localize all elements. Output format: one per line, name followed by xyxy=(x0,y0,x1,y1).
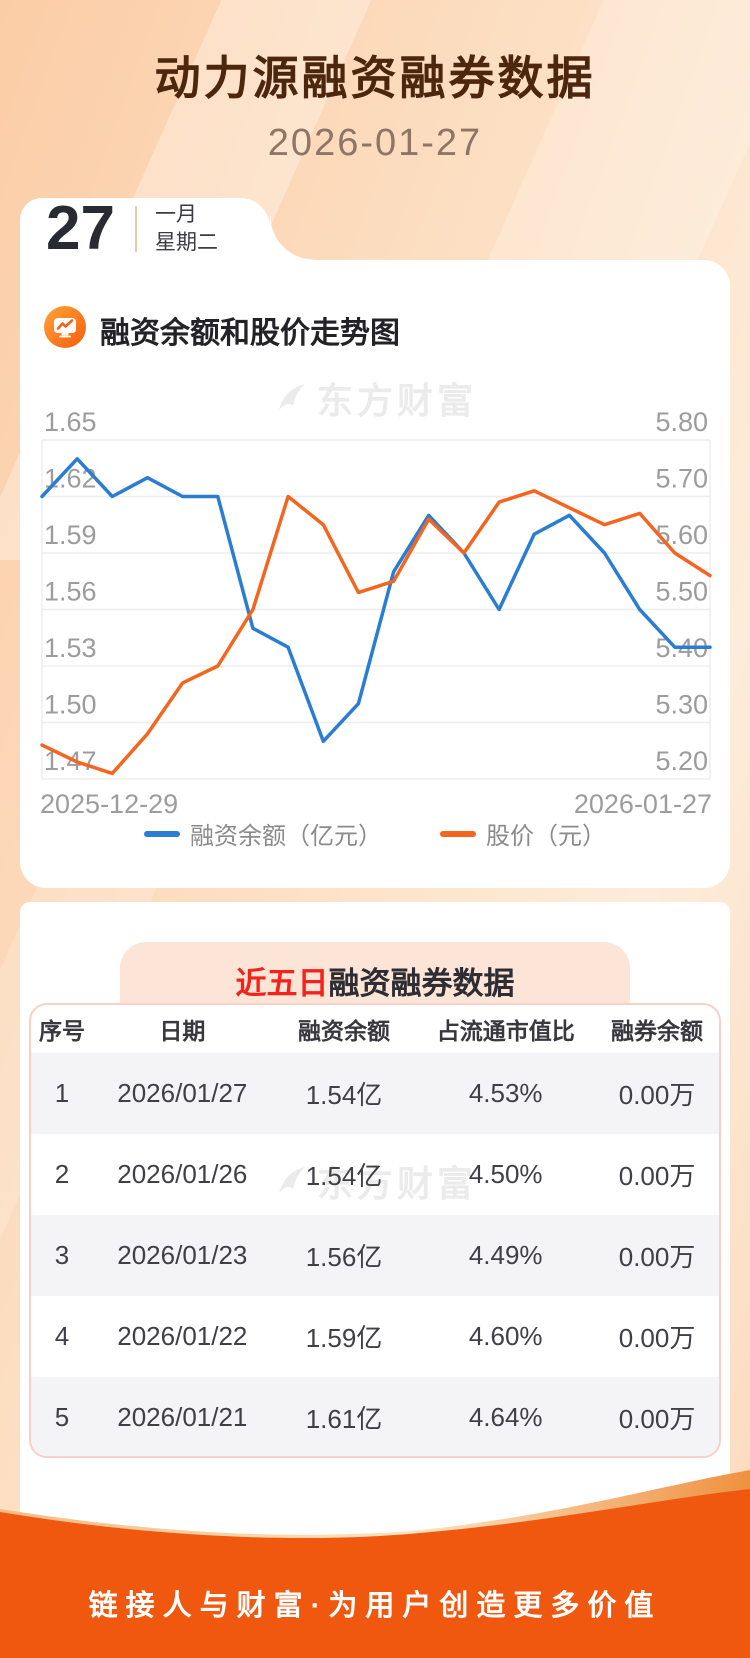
table-cell: 0.00万 xyxy=(618,1242,696,1272)
table-cell: 0.00万 xyxy=(618,1080,696,1110)
table-cell: 0.00万 xyxy=(618,1323,696,1353)
table-cell: 5 xyxy=(54,1402,70,1432)
date-divider xyxy=(134,206,137,252)
chart-title: 融资余额和股价走势图 xyxy=(100,316,400,350)
page-date: 2026-01-27 xyxy=(267,122,483,164)
table-cell: 4.60% xyxy=(468,1321,543,1351)
svg-text:5.80: 5.80 xyxy=(655,407,708,437)
svg-text:5.20: 5.20 xyxy=(655,746,708,776)
table-cell: 0.00万 xyxy=(618,1404,696,1434)
svg-text:5.30: 5.30 xyxy=(655,690,708,720)
watermark: 东方财富 xyxy=(20,372,730,424)
svg-text:5.60: 5.60 xyxy=(655,520,708,550)
series-line xyxy=(40,457,712,744)
table-cell: 2026/01/22 xyxy=(117,1321,248,1351)
legend-label: 融资余额（亿元） xyxy=(190,823,382,850)
table-header-row: 序号 日期 融资余额 占流通市值比 融券余额 xyxy=(31,1005,719,1053)
table-cell: 4.64% xyxy=(468,1402,543,1432)
date-month: 一月 xyxy=(154,203,197,226)
table-row: 4 2026/01/22 1.59亿 4.60% 0.00万 xyxy=(31,1296,719,1377)
svg-text:1.56: 1.56 xyxy=(44,577,97,607)
chart-legend: 融资余额（亿元） 股价（元） xyxy=(20,816,730,851)
table-row: 2 2026/01/26 1.54亿 4.50% 0.00万 xyxy=(31,1134,719,1215)
legend-item: 股价（元） xyxy=(440,816,606,851)
section-title-highlight: 近五日 xyxy=(235,966,329,1001)
date-weekday: 星期二 xyxy=(154,231,218,254)
date-card: 27 一月 星期二 xyxy=(20,194,314,263)
svg-text:1.53: 1.53 xyxy=(44,633,97,663)
chart-monitor-icon xyxy=(44,306,86,353)
column-header: 融资余额 xyxy=(298,1018,391,1044)
footer-wave xyxy=(0,1470,750,1658)
table-row: 1 2026/01/27 1.54亿 4.53% 0.00万 xyxy=(31,1053,719,1134)
watermark-logo-icon xyxy=(278,384,305,410)
watermark-logo-icon xyxy=(278,1167,305,1193)
table-cell: 2026/01/27 xyxy=(117,1078,248,1108)
column-header: 占流通市值比 xyxy=(436,1018,575,1044)
footer-slogan: 链接人与财富·为用户创造更多价值 xyxy=(88,1590,662,1622)
legend-swatch xyxy=(440,830,476,837)
svg-text:1.59: 1.59 xyxy=(44,520,97,550)
svg-text:2026-01-27: 2026-01-27 xyxy=(574,789,712,819)
table-cell: 3 xyxy=(54,1240,70,1270)
legend-label: 股价（元） xyxy=(486,823,606,850)
section-title: 近五日融资融券数据 xyxy=(120,958,630,1003)
svg-text:5.50: 5.50 xyxy=(655,577,708,607)
column-header: 序号 xyxy=(38,1018,85,1044)
table-cell: 1.54亿 xyxy=(305,1080,383,1110)
table-row: 3 2026/01/23 1.56亿 4.49% 0.00万 xyxy=(31,1215,719,1296)
header: 动力源融资融券数据 2026-01-27 xyxy=(0,0,750,165)
section-title-rest: 融资融券数据 xyxy=(328,966,515,1001)
table-cell: 4.53% xyxy=(468,1078,543,1108)
table-cell: 2026/01/26 xyxy=(117,1159,248,1189)
trend-chart: 1.65 5.801.62 5.701.59 5.601.56 5.501.53 5.40… xyxy=(40,407,712,819)
table-cell: 1 xyxy=(54,1078,70,1108)
table-cell: 4.50% xyxy=(468,1159,543,1189)
table-cell: 1.56亿 xyxy=(305,1242,383,1272)
svg-text:5.70: 5.70 xyxy=(655,464,708,494)
table-cell: 2026/01/23 xyxy=(117,1240,248,1270)
page-title: 动力源融资融券数据 xyxy=(154,52,596,104)
chart-card: 融资余额和股价走势图 东方财富 1.65 5.80 1.62 5.70 1.59 5.60… xyxy=(20,260,730,888)
column-header: 日期 xyxy=(159,1018,206,1044)
footer: 链接人与财富·为用户创造更多价值 xyxy=(0,1460,750,1658)
table-cell: 1.59亿 xyxy=(305,1323,383,1353)
svg-text:1.65: 1.65 xyxy=(44,407,97,437)
legend-item: 融资余额（亿元） xyxy=(144,816,382,851)
svg-text:2025-12-29: 2025-12-29 xyxy=(40,789,178,819)
table-cell: 1.54亿 xyxy=(305,1161,383,1191)
table-row: 5 2026/01/21 1.61亿 4.64% 0.00万 xyxy=(31,1377,719,1456)
column-header: 融券余额 xyxy=(611,1018,704,1044)
table-cell: 2026/01/21 xyxy=(117,1402,248,1432)
table-section: 近五日融资融券数据 东方财富 序号 日期 融资余额 占流通市值比 融券余额 1 2026/… xyxy=(20,902,730,1560)
date-day: 27 xyxy=(46,194,115,263)
table-cell: 4.49% xyxy=(468,1240,543,1270)
watermark: 东方财富 xyxy=(31,1155,719,1207)
legend-swatch xyxy=(144,830,180,837)
table-cell: 0.00万 xyxy=(618,1161,696,1191)
table-cell: 2 xyxy=(54,1159,70,1189)
margin-data-table: 东方财富 序号 日期 融资余额 占流通市值比 融券余额 1 2026/01/27 1.54亿… xyxy=(29,1003,721,1458)
series-line xyxy=(40,489,712,776)
table-cell: 4 xyxy=(54,1321,70,1351)
svg-text:1.50: 1.50 xyxy=(44,690,97,720)
table-cell: 1.61亿 xyxy=(305,1404,383,1434)
